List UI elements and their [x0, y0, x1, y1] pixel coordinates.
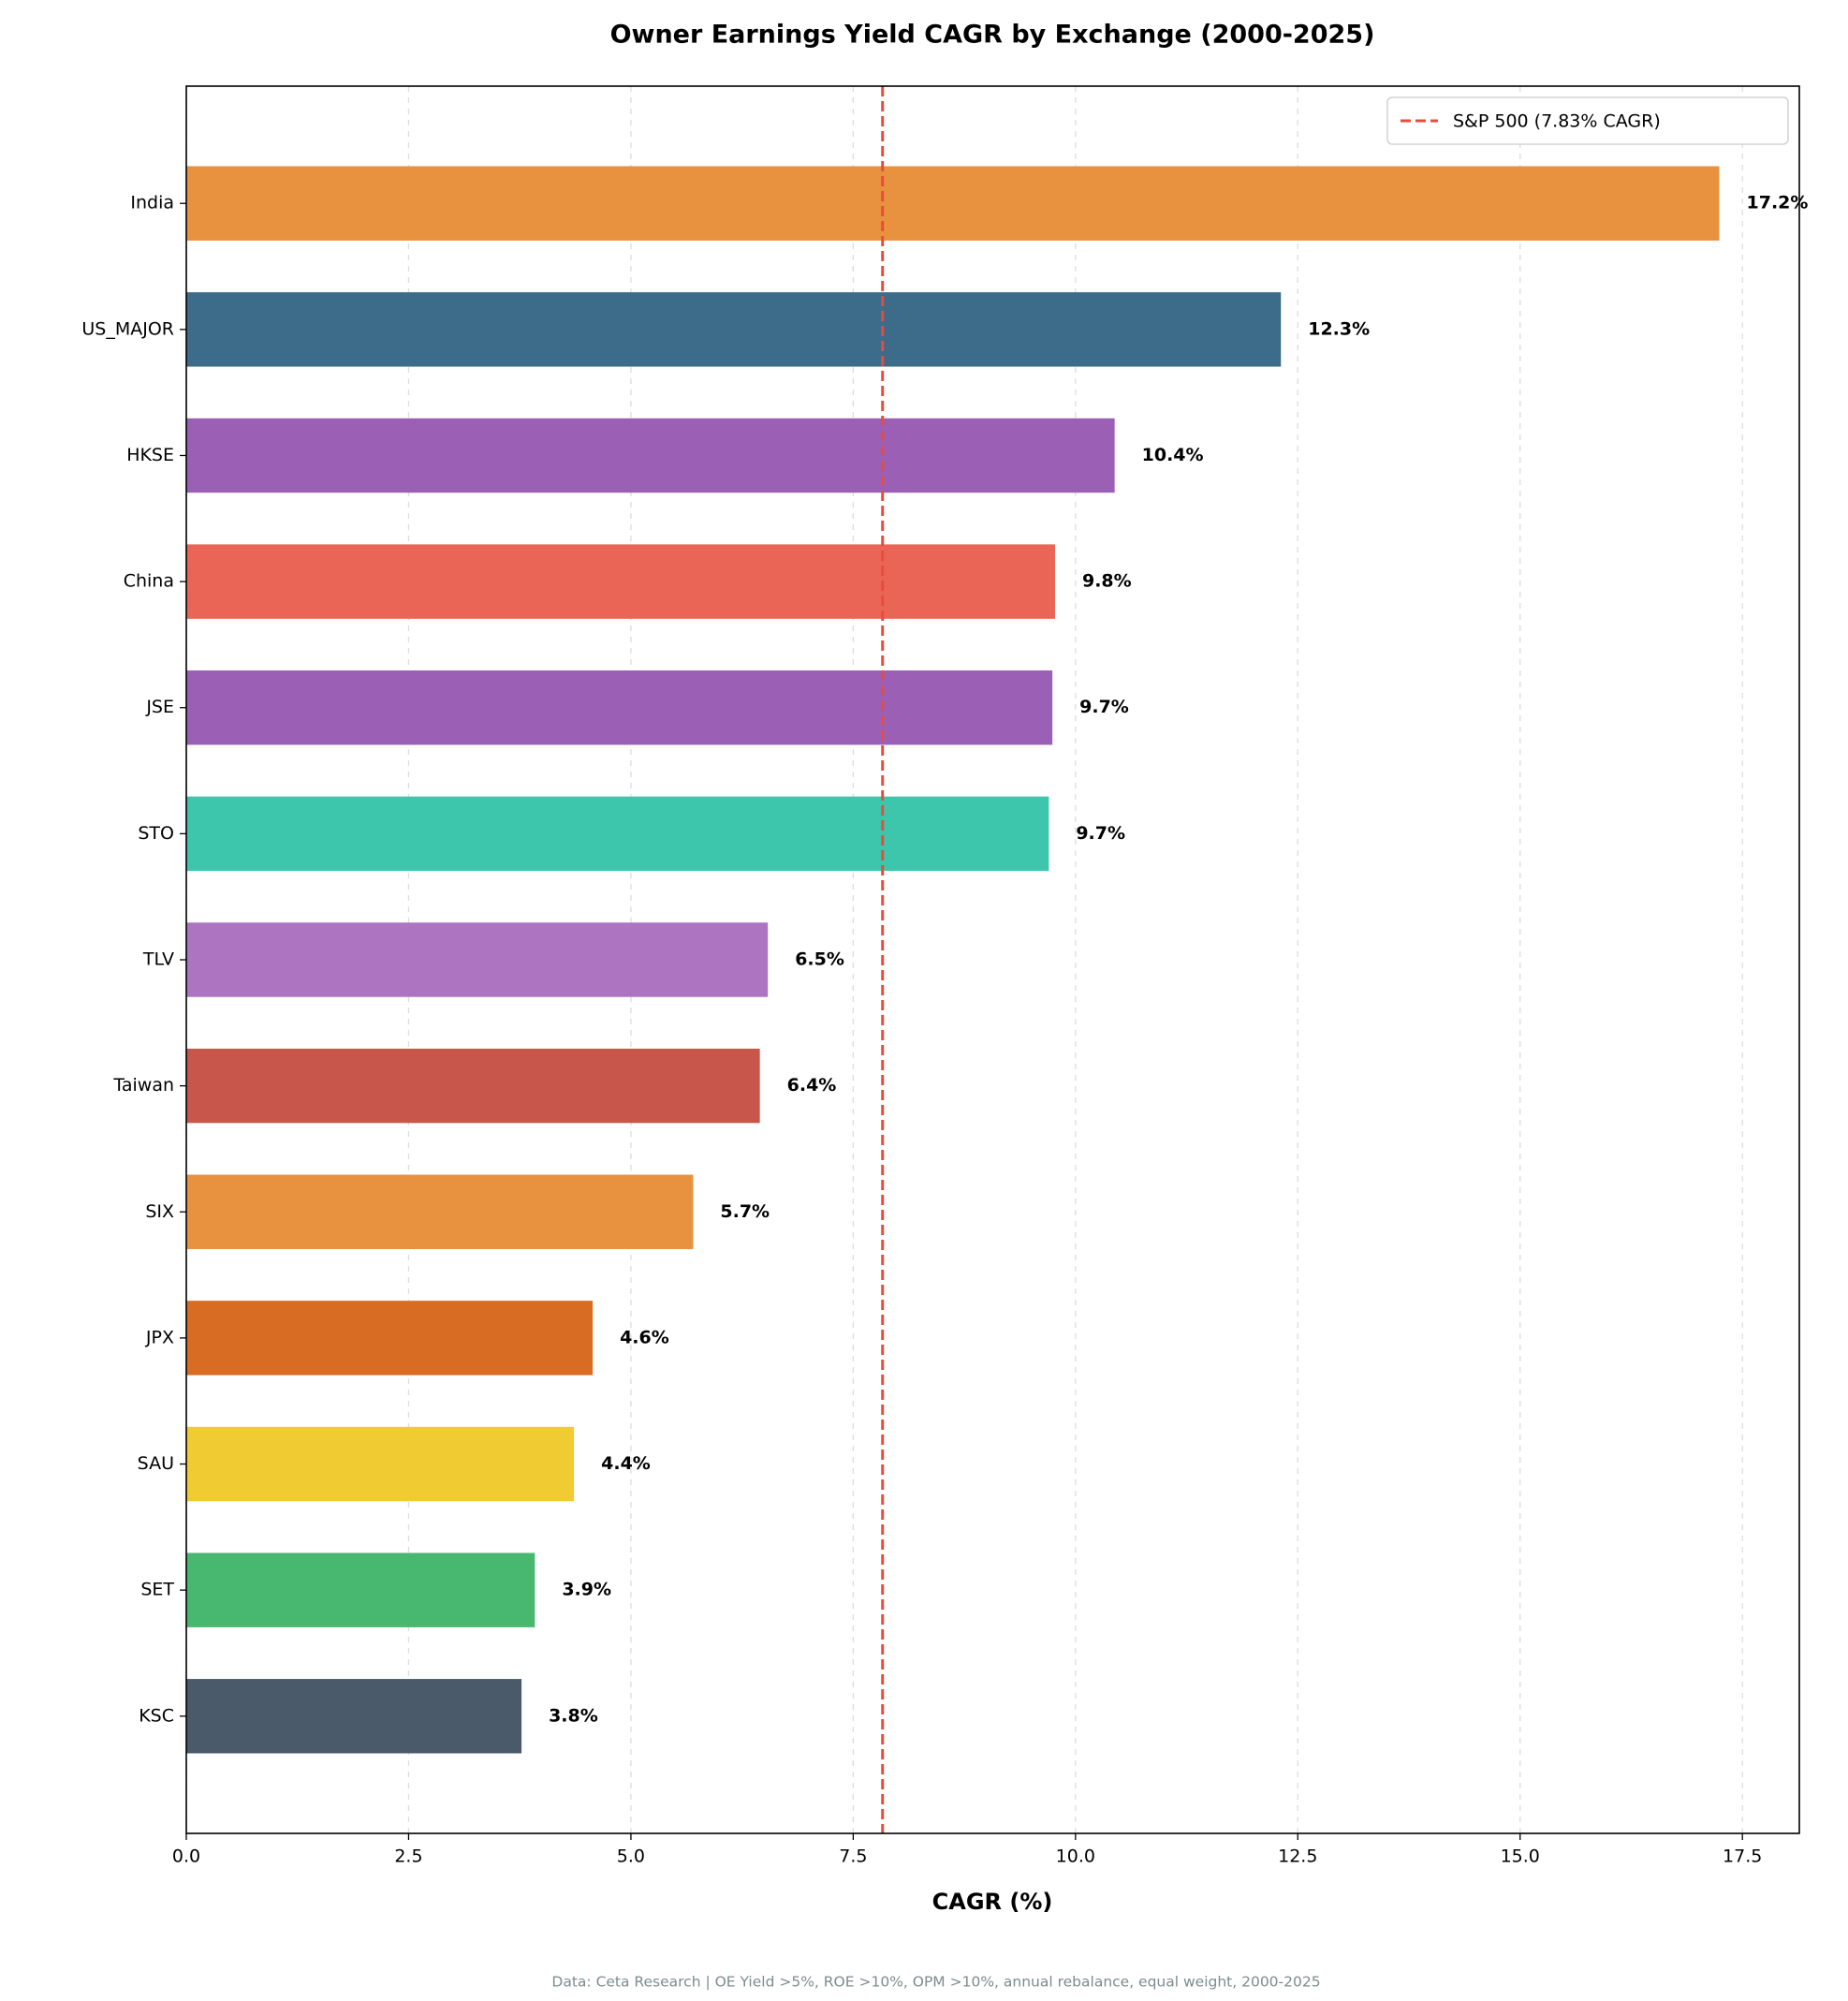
bar: [186, 1048, 760, 1124]
value-label: 6.5%: [795, 949, 844, 970]
value-label: 3.8%: [549, 1705, 598, 1726]
bar: [186, 544, 1055, 619]
y-tick-label: SET: [140, 1580, 174, 1600]
legend-box: [1386, 96, 1789, 145]
value-label: 6.4%: [787, 1075, 837, 1096]
chart-title: Owner Earnings Yield CAGR by Exchange (2…: [610, 21, 1375, 50]
bar: [186, 670, 1053, 745]
x-tick-label: 7.5: [839, 1847, 867, 1867]
x-axis-label: CAGR (%): [932, 1889, 1053, 1915]
y-tick-label: SAU: [138, 1453, 174, 1474]
value-label: 9.7%: [1076, 823, 1125, 844]
value-label: 4.6%: [620, 1327, 669, 1347]
y-tick-label: JPX: [145, 1327, 174, 1347]
bar: [186, 796, 1049, 872]
legend-label: S&P 500 (7.83% CAGR): [1453, 111, 1661, 132]
bar: [186, 166, 1720, 241]
bar: [186, 1679, 522, 1754]
value-label: 10.4%: [1142, 445, 1204, 465]
bar: [186, 292, 1282, 367]
x-tick-label: 5.0: [617, 1847, 645, 1867]
y-tick-label: KSC: [139, 1705, 174, 1726]
x-tick-label: 12.5: [1278, 1847, 1317, 1867]
x-tick-label: 15.0: [1501, 1847, 1540, 1867]
value-label: 4.4%: [601, 1453, 651, 1474]
y-tick-label: US_MAJOR: [81, 318, 174, 339]
y-tick-label: JSE: [145, 697, 174, 717]
x-tick-label: 17.5: [1723, 1847, 1762, 1867]
y-tick-label: STO: [138, 823, 174, 844]
value-label: 5.7%: [720, 1201, 770, 1222]
bar: [186, 1552, 535, 1627]
bar: [186, 1301, 594, 1376]
y-tick-label: Taiwan: [112, 1075, 174, 1096]
y-tick-label: HKSE: [126, 445, 174, 465]
y-tick-label: SIX: [145, 1201, 174, 1222]
value-label: 17.2%: [1747, 193, 1809, 213]
y-tick-label: China: [124, 571, 174, 592]
y-tick-label: India: [130, 193, 174, 213]
value-label: 3.9%: [562, 1580, 611, 1600]
x-tick-label: 2.5: [394, 1847, 422, 1867]
bar: [186, 1426, 575, 1502]
value-label: 9.7%: [1079, 697, 1129, 717]
bar: [186, 1174, 694, 1249]
value-label: 12.3%: [1308, 318, 1370, 339]
plot-frame: [185, 85, 1800, 1834]
y-tick-label: TLV: [142, 949, 174, 970]
value-label: 9.8%: [1082, 571, 1132, 592]
x-tick-label: 10.0: [1056, 1847, 1095, 1867]
footnote: Data: Ceta Research | OE Yield >5%, ROE …: [551, 1974, 1320, 1991]
bar: [186, 418, 1115, 493]
x-tick-label: 0.0: [172, 1847, 200, 1867]
bar: [186, 922, 769, 997]
